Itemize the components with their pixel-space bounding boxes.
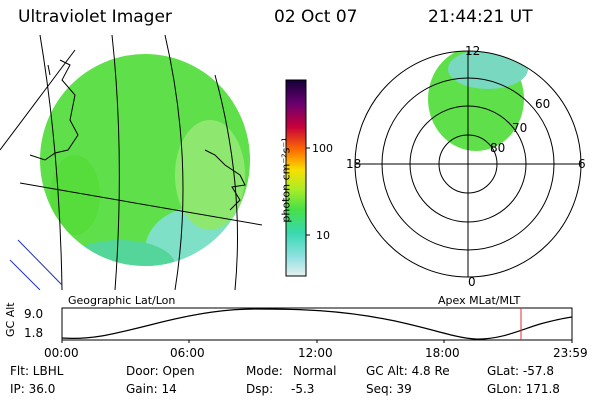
glat-status: GLat: -57.8 xyxy=(487,364,554,378)
geographic-map xyxy=(0,35,262,290)
mlt-label-12: 12 xyxy=(465,44,481,58)
altitude-tick-high: 9.0 xyxy=(24,307,44,321)
latitude-lines xyxy=(0,49,262,226)
polar-caption: Apex MLat/MLT xyxy=(438,294,521,307)
mlt-label-6: 6 xyxy=(578,157,586,171)
altitude-tick-low: 1.8 xyxy=(24,326,44,340)
ip-status: IP: 36.0 xyxy=(10,382,56,396)
polar-plot xyxy=(354,50,582,278)
coast-blue xyxy=(9,239,63,290)
polar-grid xyxy=(354,50,582,278)
time-tick-0000: 00:00 xyxy=(44,346,79,360)
altitude-strip xyxy=(61,307,573,343)
dsp-label: Dsp: xyxy=(246,382,274,396)
time-tick-1800: 18:00 xyxy=(425,346,460,360)
gain-status: Gain: 14 xyxy=(126,382,177,396)
gc-alt-status: GC Alt: 4.8 Re xyxy=(366,364,450,378)
time-label: 21:44:21 UT xyxy=(428,7,533,27)
time-tick-2359: 23:59 xyxy=(553,346,588,360)
colorbar-tick-10: 10 xyxy=(316,229,330,242)
colorbar-unit-label: photon cm⁻²s⁻¹ xyxy=(279,137,293,223)
altitude-ylabel: GC Alt xyxy=(4,302,17,337)
time-tick-0600: 06:00 xyxy=(170,346,205,360)
coastlines xyxy=(29,59,246,211)
colorbar xyxy=(285,79,310,277)
altitude-curve xyxy=(61,308,573,340)
seq-status: Seq: 39 xyxy=(366,382,412,396)
mode-value: Normal xyxy=(293,364,337,378)
app-title: Ultraviolet Imager xyxy=(18,7,172,27)
filter-status: Flt: LBHL xyxy=(10,364,64,378)
date-label: 02 Oct 07 xyxy=(274,7,358,27)
colorbar-gradient xyxy=(285,79,307,277)
mlat-label-70: 70 xyxy=(512,121,528,135)
dsp-value: -5.3 xyxy=(291,382,315,396)
longitude-lines xyxy=(39,35,238,290)
mlt-label-18: 18 xyxy=(346,157,362,171)
colorbar-tick-100: 100 xyxy=(312,142,333,155)
map-caption: Geographic Lat/Lon xyxy=(68,294,176,307)
door-status: Door: Open xyxy=(126,364,195,378)
mlat-label-80: 80 xyxy=(490,141,506,155)
time-tick-1200: 12:00 xyxy=(298,346,333,360)
mlt-label-0: 0 xyxy=(468,275,476,289)
glon-status: GLon: 171.8 xyxy=(487,382,560,396)
mode-label: Mode: xyxy=(246,364,283,378)
mlat-label-60: 60 xyxy=(535,97,551,111)
